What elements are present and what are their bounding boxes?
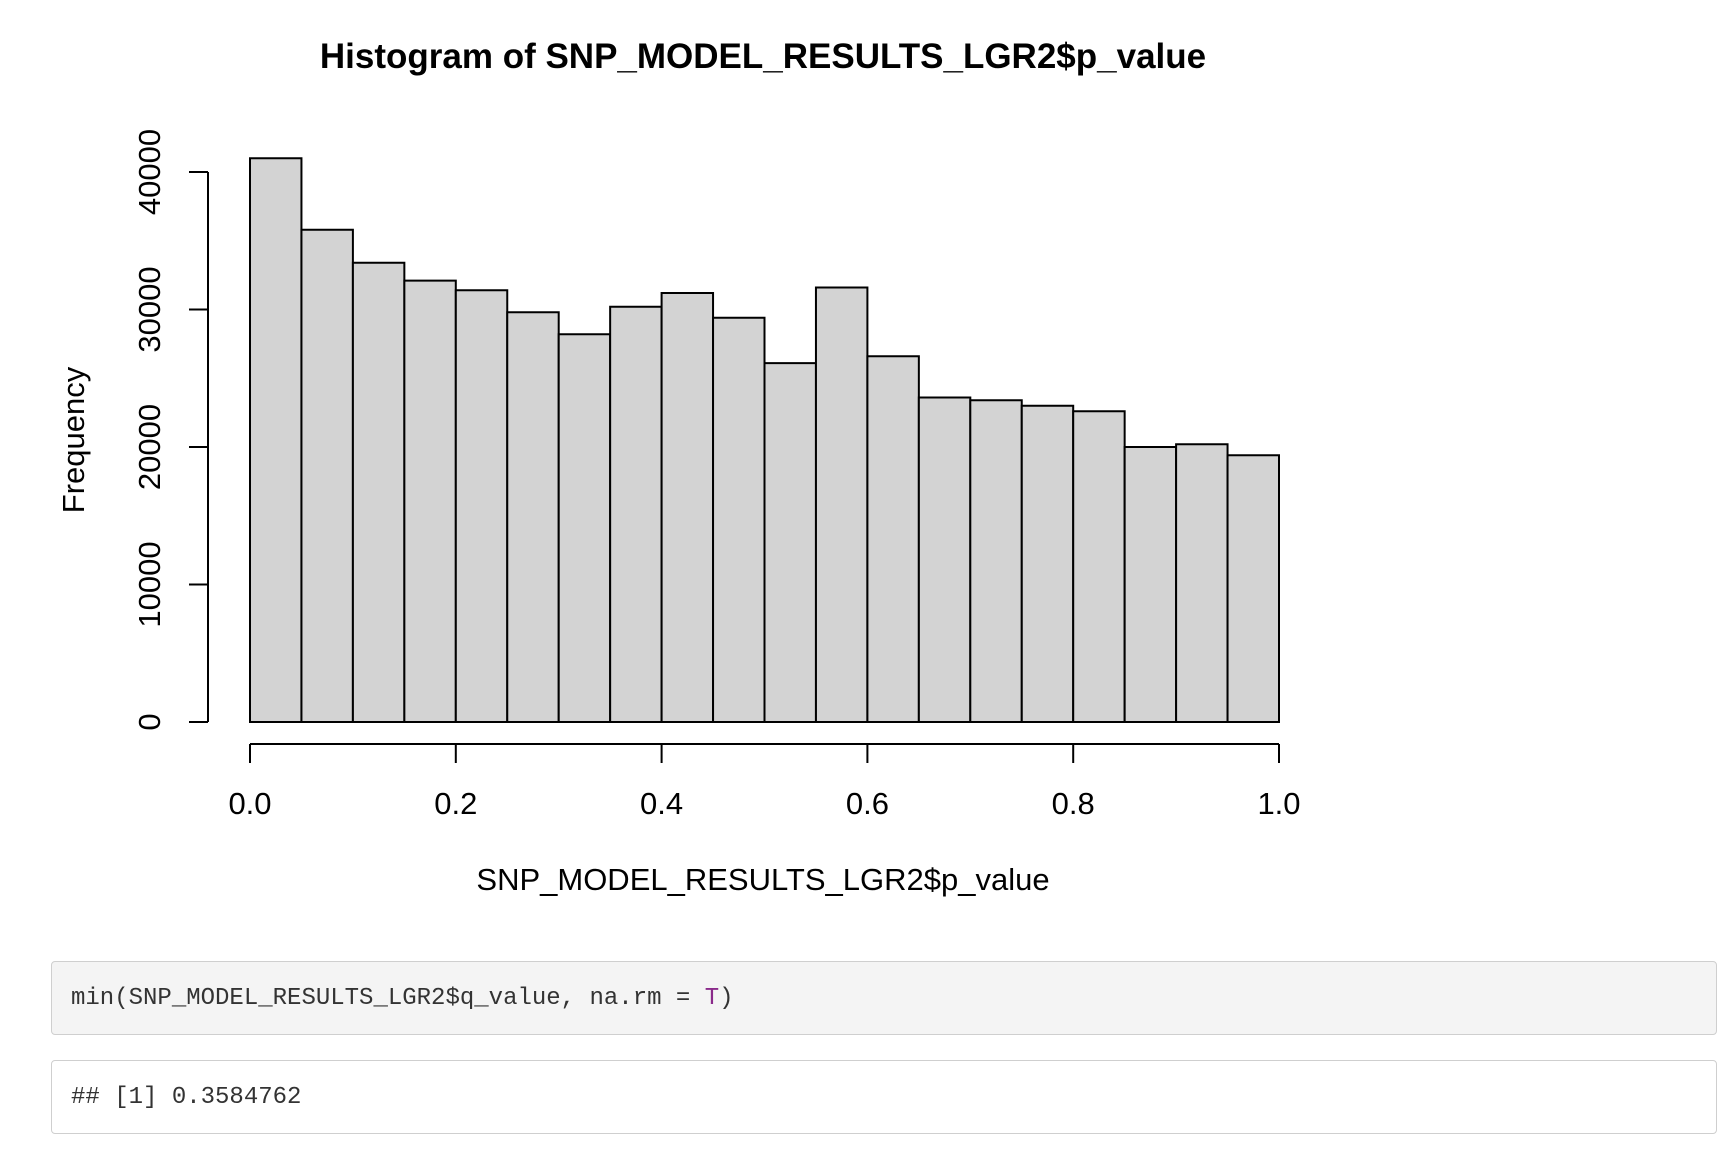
y-axis: 0 10000 20000 30000 40000 bbox=[132, 129, 209, 731]
histogram-bar bbox=[506, 311, 560, 723]
histogram-bar bbox=[712, 316, 766, 723]
x-axis: 0.0 0.2 0.4 0.6 0.8 1.0 bbox=[228, 743, 1301, 821]
code-input-block: min(SNP_MODEL_RESULTS_LGR2$q_value, na.r… bbox=[51, 961, 1717, 1035]
histogram-bar bbox=[763, 362, 817, 723]
histogram-bar bbox=[403, 279, 457, 723]
code-input-close: ) bbox=[719, 984, 734, 1012]
histogram-bar bbox=[1020, 404, 1075, 723]
histogram-bar bbox=[814, 286, 869, 723]
histogram-bar bbox=[1226, 454, 1281, 723]
histogram-bar bbox=[1072, 410, 1126, 723]
histogram-bar bbox=[1175, 443, 1229, 723]
y-tick-label: 30000 bbox=[132, 266, 167, 352]
chart-title: Histogram of SNP_MODEL_RESULTS_LGR2$p_va… bbox=[320, 37, 1206, 76]
histogram-bar bbox=[917, 396, 972, 723]
bars-group bbox=[249, 157, 1281, 723]
histogram-bar bbox=[249, 157, 303, 723]
histogram-bar bbox=[454, 289, 509, 723]
x-tick-label: 0.6 bbox=[846, 786, 889, 821]
histogram-bar bbox=[660, 292, 715, 723]
histogram-bar bbox=[351, 261, 406, 723]
histogram-chart: Histogram of SNP_MODEL_RESULTS_LGR2$p_va… bbox=[56, 37, 1301, 897]
histogram-bar bbox=[866, 355, 920, 723]
code-output-text: ## [1] 0.3584762 bbox=[71, 1083, 302, 1111]
y-axis-label: Frequency bbox=[56, 366, 91, 513]
code-input-text: min(SNP_MODEL_RESULTS_LGR2$q_value, na.r… bbox=[71, 984, 705, 1012]
y-tick-label: 10000 bbox=[132, 541, 167, 627]
x-tick-label: 1.0 bbox=[1257, 786, 1300, 821]
histogram-bar bbox=[969, 399, 1023, 723]
x-tick-label: 0.0 bbox=[228, 786, 271, 821]
x-tick-label: 0.2 bbox=[434, 786, 477, 821]
y-tick-label: 0 bbox=[132, 713, 167, 730]
y-tick-label: 40000 bbox=[132, 129, 167, 215]
histogram-bar bbox=[609, 305, 663, 723]
histogram-bar bbox=[300, 228, 354, 723]
code-output-block: ## [1] 0.3584762 bbox=[51, 1060, 1717, 1134]
x-axis-label: SNP_MODEL_RESULTS_LGR2$p_value bbox=[476, 862, 1049, 897]
y-tick-label: 20000 bbox=[132, 404, 167, 490]
histogram-bar bbox=[1123, 446, 1178, 723]
histogram-bar bbox=[557, 333, 612, 723]
code-keyword: T bbox=[704, 984, 720, 1012]
x-tick-label: 0.4 bbox=[640, 786, 683, 821]
x-tick-label: 0.8 bbox=[1052, 786, 1095, 821]
